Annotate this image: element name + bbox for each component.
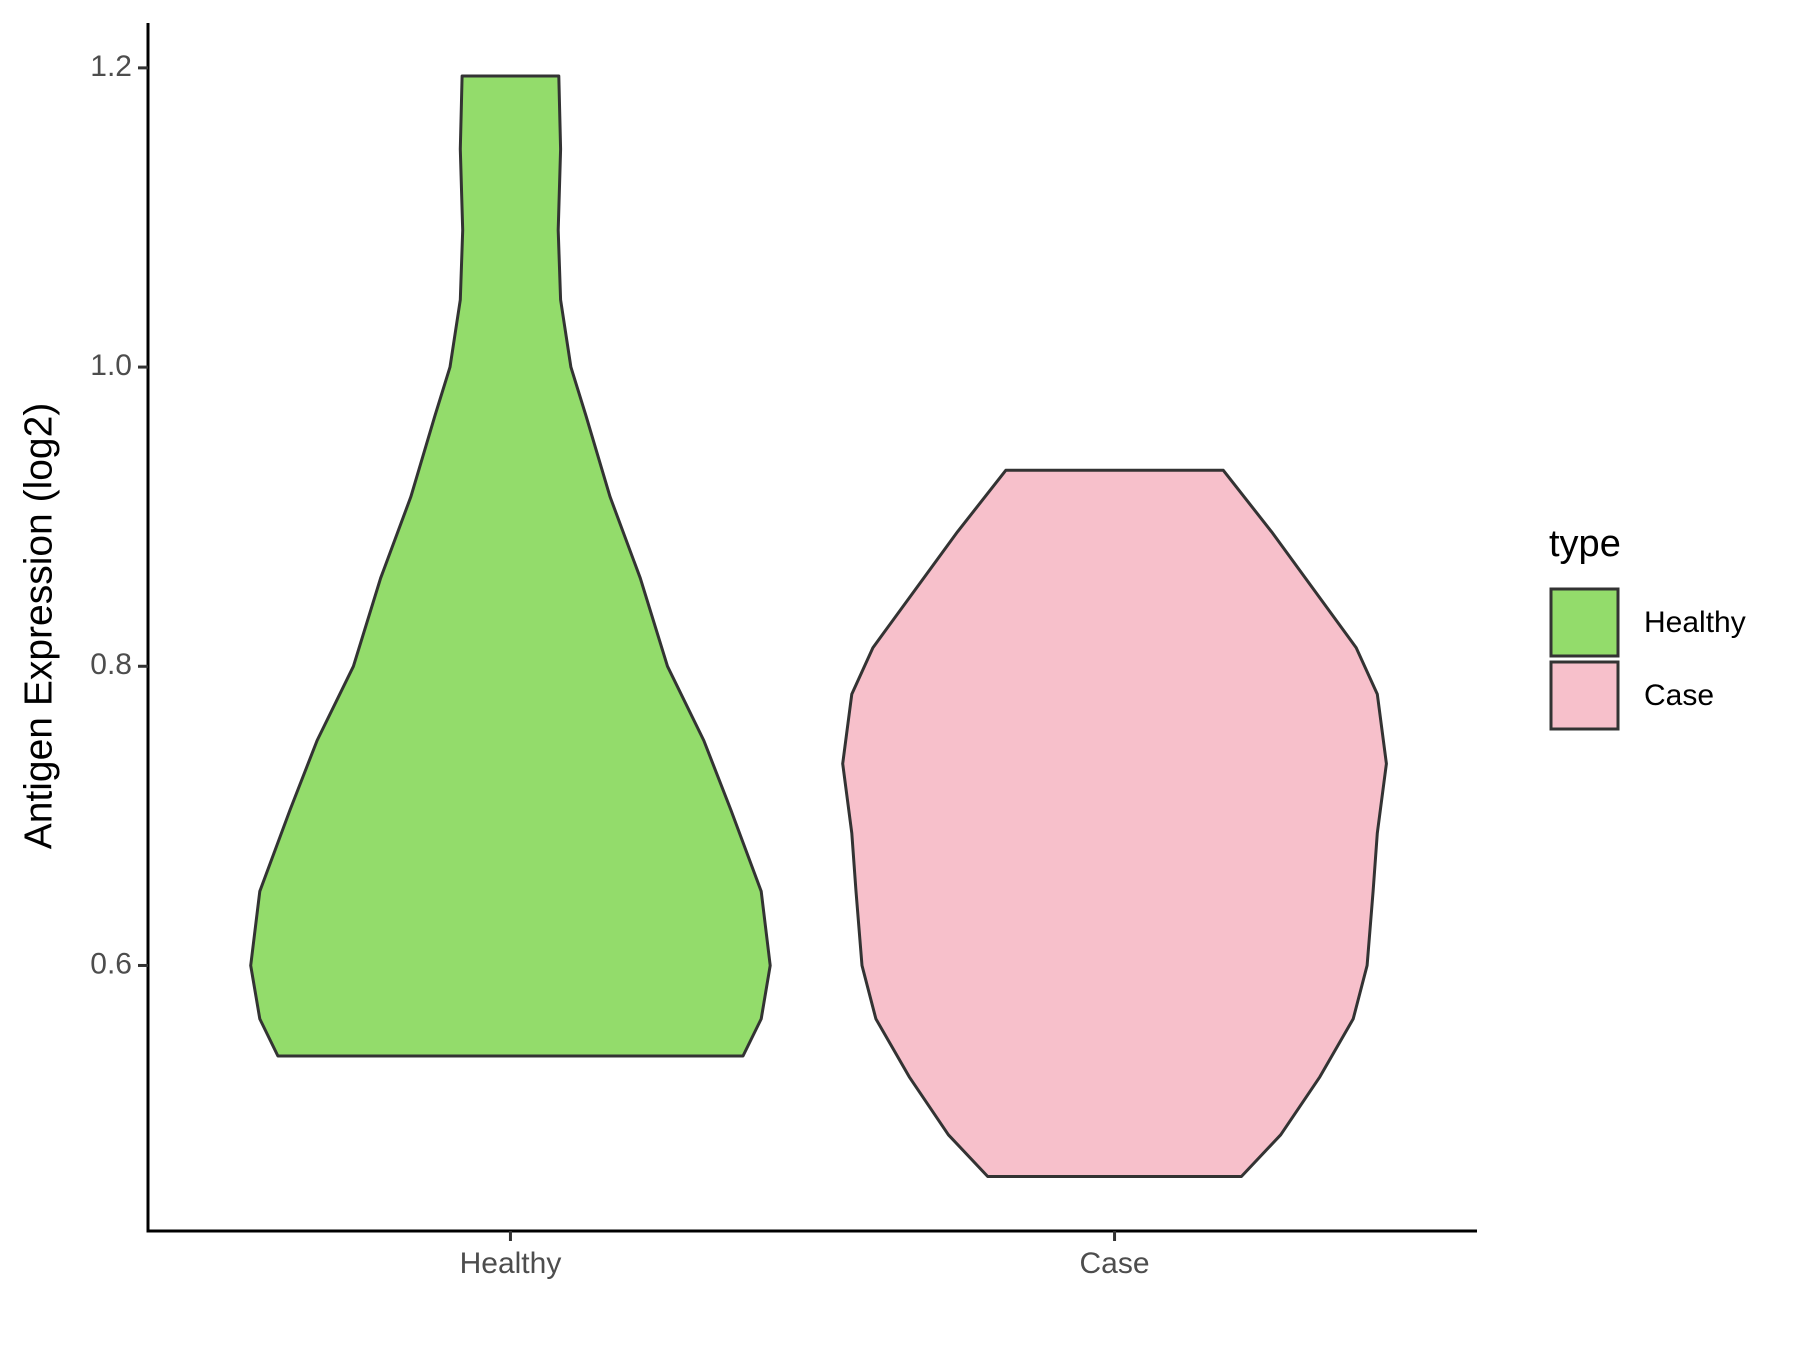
y-tick-label: 0.8 bbox=[90, 648, 132, 681]
y-tick-label: 1.0 bbox=[90, 349, 132, 382]
x-tick-label: Case bbox=[1080, 1247, 1150, 1280]
legend-label: Healthy bbox=[1644, 606, 1746, 639]
y-axis-title: Antigen Expression (log2) bbox=[17, 403, 60, 850]
violin bbox=[841, 468, 1388, 1178]
y-tick-label: 1.2 bbox=[90, 50, 132, 83]
legend-title: type bbox=[1549, 523, 1621, 565]
legend-swatch bbox=[1549, 660, 1620, 731]
x-tick-label: Healthy bbox=[460, 1247, 562, 1280]
legend-label: Case bbox=[1644, 679, 1714, 712]
legend-swatch bbox=[1549, 587, 1620, 658]
violin bbox=[249, 74, 772, 1058]
y-tick-label: 0.6 bbox=[90, 947, 132, 980]
